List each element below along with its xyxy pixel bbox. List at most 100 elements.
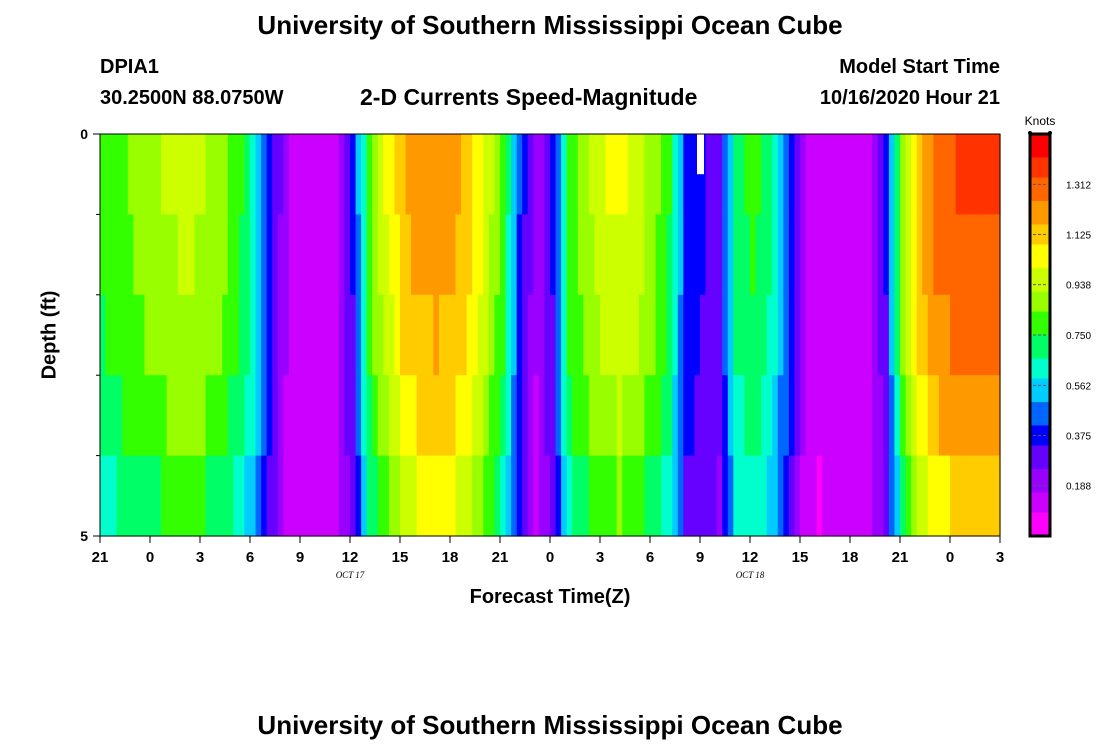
heatmap-cell (422, 134, 429, 215)
heatmap-cell (322, 294, 329, 376)
heatmap-cell (772, 455, 779, 537)
colorbar-segment (1030, 408, 1050, 413)
heatmap-cell (822, 214, 829, 296)
heatmap-cell (777, 455, 784, 537)
heatmap-cell (650, 455, 657, 537)
heatmap-cell (905, 214, 912, 296)
heatmap-cell (277, 375, 284, 457)
heatmap-cell (283, 375, 290, 457)
heatmap-cell (861, 455, 868, 537)
heatmap-cell (305, 134, 312, 215)
heatmap-cell (338, 455, 346, 537)
heatmap-cell (366, 134, 373, 215)
heatmap-cell (650, 134, 657, 215)
heatmap-cell (316, 214, 323, 296)
heatmap-cell (811, 134, 818, 215)
heatmap-cell (388, 375, 396, 457)
colorbar-segment (1030, 177, 1050, 182)
heatmap-cell (594, 455, 601, 537)
heatmap-cell (994, 134, 1001, 215)
heatmap-cell (277, 214, 284, 296)
heatmap-cell (488, 375, 496, 457)
colorbar-segment (1030, 284, 1050, 289)
chart-subtitle: 2-D Currents Speed-Magnitude (360, 84, 698, 110)
colorbar-segment (1030, 180, 1050, 185)
heatmap-cell (755, 134, 762, 215)
heatmap-cell (461, 134, 468, 215)
colorbar-segment (1030, 311, 1050, 316)
heatmap-cell (627, 455, 634, 537)
x-tick-label: 3 (996, 549, 1004, 566)
heatmap-cell (711, 134, 718, 215)
heatmap-cell (377, 214, 384, 296)
colorbar-segment (1030, 294, 1050, 299)
heatmap-cell (627, 294, 634, 376)
heatmap-cell (544, 375, 551, 457)
heatmap-cell (233, 214, 240, 296)
heatmap-cell (133, 214, 140, 296)
heatmap-cell (955, 455, 962, 537)
heatmap-cell (683, 455, 690, 537)
heatmap-cell (322, 134, 329, 215)
heatmap-cell (427, 214, 434, 296)
heatmap-cell (977, 134, 984, 215)
heatmap-cell (327, 294, 334, 376)
heatmap-cell (122, 294, 129, 376)
heatmap-cell (544, 455, 551, 537)
heatmap-cell (461, 455, 468, 537)
heatmap-cell (866, 214, 873, 296)
missing-data-cell (697, 134, 704, 175)
heatmap-cell (211, 214, 218, 296)
colorbar-frame (1028, 132, 1052, 538)
colorbar-segment (1030, 321, 1050, 326)
colorbar-segment (1030, 502, 1050, 507)
heatmap-cell (577, 455, 584, 537)
heatmap-cell (311, 455, 318, 537)
heatmap-cell (188, 455, 196, 537)
heatmap-cell (122, 455, 129, 537)
heatmap-cell (761, 214, 768, 296)
heatmap-cell (383, 294, 390, 376)
colorbar-segment (1030, 244, 1050, 249)
colorbar-segment (1030, 371, 1050, 376)
heatmap-cell (527, 134, 534, 215)
heatmap-cell (194, 134, 201, 215)
heatmap-cell (472, 375, 479, 457)
heatmap-cell (205, 214, 212, 296)
heatmap-cell (938, 375, 946, 457)
colorbar-segment (1030, 324, 1050, 329)
heatmap-cell (494, 375, 501, 457)
colorbar-segment (1030, 257, 1050, 262)
heatmap-cell (794, 455, 801, 537)
heatmap-cell (261, 455, 268, 537)
x-tick-label: 0 (546, 549, 554, 566)
heatmap-cell (822, 134, 829, 215)
heatmap-cell (700, 294, 707, 376)
heatmap-cell (383, 214, 390, 296)
heatmap-cell (350, 375, 357, 457)
heatmap-cell (311, 214, 318, 296)
heatmap-cell (533, 214, 540, 296)
heatmap-cell (600, 375, 607, 457)
heatmap-cell (138, 455, 146, 537)
heatmap-cell (472, 214, 479, 296)
heatmap-cell (688, 214, 696, 296)
heatmap-cell (372, 214, 379, 296)
heatmap-cell (761, 455, 768, 537)
heatmap-cell (766, 455, 773, 537)
heatmap-cell (616, 214, 623, 296)
heatmap-cell (566, 375, 573, 457)
heatmap-cell (955, 375, 962, 457)
heatmap-cell (511, 375, 518, 457)
heatmap-cell (611, 134, 618, 215)
heatmap-cell (122, 375, 129, 457)
heatmap-cell (727, 375, 734, 457)
heatmap-cell (427, 134, 434, 215)
heatmap-cell (905, 294, 912, 376)
heatmap-cell (655, 455, 662, 537)
heatmap-cell (516, 455, 523, 537)
heatmap-cell (294, 214, 301, 296)
heatmap-cell (594, 214, 601, 296)
heatmap-cell (800, 214, 807, 296)
heatmap-cell (372, 134, 379, 215)
